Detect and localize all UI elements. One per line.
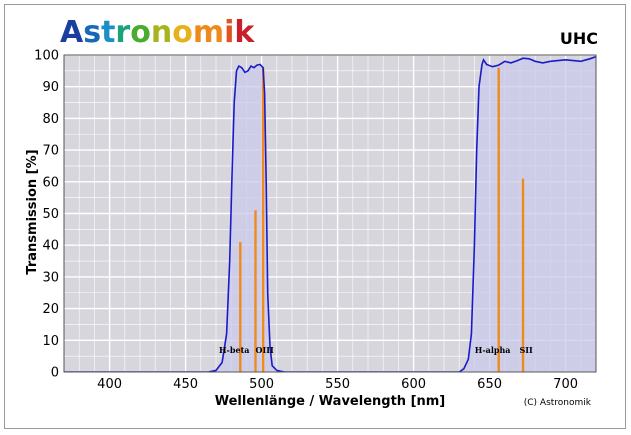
y-axis-title: Transmission [%] (25, 149, 40, 274)
x-tick-label: 550 (325, 377, 350, 392)
emission-line (254, 210, 257, 372)
transmission-fill (64, 56, 596, 372)
emission-line-label: SII (519, 345, 533, 355)
emission-line-labels: H-beta OIII H-alpha SII (219, 345, 533, 355)
emission-line (521, 178, 525, 372)
emission-lines (239, 67, 525, 372)
x-axis-title: Wellenlänge / Wavelength [nm] (215, 394, 446, 409)
x-tick-label: 700 (553, 377, 578, 392)
emission-line (261, 67, 265, 372)
y-tick-label: 20 (42, 302, 59, 317)
logo-letter: n (151, 15, 172, 50)
logo-letter: i (224, 15, 234, 50)
emission-line-label: H-beta (219, 345, 249, 355)
y-tick-label: 70 (42, 144, 59, 159)
logo-letter: o (172, 15, 193, 50)
y-tick-label: 50 (42, 207, 59, 222)
plot-border (63, 54, 597, 373)
y-tick-label: 60 (42, 175, 59, 190)
emission-line (239, 242, 242, 372)
x-tick-label: 500 (249, 377, 274, 392)
x-tick-labels: 400 450 500 550 600 650 700 (97, 377, 578, 392)
y-tick-label: 100 (34, 49, 59, 64)
x-tick-label: 450 (173, 377, 198, 392)
x-tick-label: 650 (477, 377, 502, 392)
transmission-area (64, 56, 596, 372)
emission-line-label: OIII (256, 345, 274, 355)
logo-letter: s (83, 15, 101, 50)
transmission-curve (64, 55, 596, 372)
copyright-note: (C) Astronomik (524, 398, 592, 408)
transmission-curve-group (64, 55, 596, 372)
y-tick-label: 30 (42, 270, 59, 285)
logo-letter: o (130, 15, 151, 50)
emission-line (497, 67, 500, 372)
y-tick-label: 40 (42, 239, 59, 254)
y-tick-label: 80 (42, 112, 59, 127)
logo-letter: m (193, 15, 224, 50)
logo-letter: t (101, 15, 115, 50)
y-tick-label: 10 (42, 334, 59, 349)
logo-letter: r (115, 15, 130, 50)
logo-letter: k (234, 15, 255, 50)
y-tick-labels: 0 10 20 30 40 50 60 70 80 90 100 (34, 49, 59, 381)
brand-logo: Astronomik (60, 15, 255, 50)
x-tick-label: 600 (401, 377, 426, 392)
filter-name: UHC (560, 29, 598, 48)
emission-line-label: H-alpha (475, 345, 511, 355)
y-tick-label: 0 (51, 366, 59, 381)
y-tick-label: 90 (42, 80, 59, 95)
logo-letter: A (60, 15, 84, 50)
x-tick-label: 400 (97, 377, 122, 392)
